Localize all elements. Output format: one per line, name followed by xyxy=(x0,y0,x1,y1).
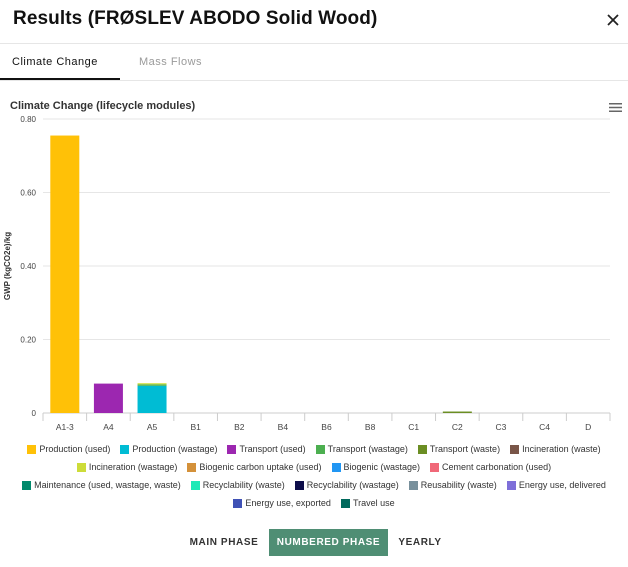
y-tick-label: 0.60 xyxy=(20,189,36,198)
legend-row: Energy use, exported Travel use xyxy=(10,494,618,512)
legend-label: Incineration (wastage) xyxy=(88,462,178,472)
legend-label: Production (wastage) xyxy=(132,444,218,454)
bar-segment[interactable] xyxy=(137,383,167,385)
legend-item[interactable]: Energy use, exported xyxy=(233,498,331,508)
legend-label: Reusability (waste) xyxy=(420,480,497,490)
legend-item[interactable]: Recyclability (waste) xyxy=(190,480,285,490)
legend-item[interactable]: Transport (waste) xyxy=(417,444,501,454)
legend-item[interactable]: Biogenic carbon uptake (used) xyxy=(187,462,322,472)
x-tick-label: A5 xyxy=(147,422,158,432)
x-tick-label: C1 xyxy=(408,422,419,432)
x-tick-label: D xyxy=(585,422,591,432)
legend-label: Cement carbonation (used) xyxy=(442,462,552,472)
legend-label: Transport (wastage) xyxy=(327,444,408,454)
x-tick-label: C2 xyxy=(452,422,463,432)
legend-item[interactable]: Travel use xyxy=(340,498,395,508)
x-tick-label: B2 xyxy=(234,422,245,432)
legend-item[interactable]: Incineration (waste) xyxy=(510,444,601,454)
legend-swatch xyxy=(340,498,350,508)
legend-row: Production (used) Production (wastage) Tra… xyxy=(10,440,618,458)
legend-item[interactable]: Energy use, delivered xyxy=(506,480,606,490)
chart-title: Climate Change (lifecycle modules) xyxy=(10,100,196,112)
legend-swatch xyxy=(227,444,237,454)
legend-swatch xyxy=(76,462,86,472)
legend-item[interactable]: Incineration (wastage) xyxy=(76,462,178,472)
legend-swatch xyxy=(27,444,37,454)
x-tick-label: B4 xyxy=(278,422,289,432)
legend-swatch xyxy=(294,480,304,490)
bar-segment[interactable] xyxy=(442,411,472,413)
results-tabs: Climate Change Mass Flows xyxy=(0,44,628,81)
legend-label: Biogenic (wastage) xyxy=(343,462,421,472)
bar-segment[interactable] xyxy=(137,385,167,413)
x-tick-label: B8 xyxy=(365,422,376,432)
y-tick-label: 0 xyxy=(32,409,37,418)
bar-segment[interactable] xyxy=(93,383,123,413)
main-phase-button[interactable]: MAIN PHASE xyxy=(189,537,259,548)
y-tick-label: 0.40 xyxy=(20,262,36,271)
legend-label: Travel use xyxy=(352,498,395,508)
legend-swatch xyxy=(315,444,325,454)
legend-item[interactable]: Production (wastage) xyxy=(120,444,217,454)
tab-mass-flows[interactable]: Mass Flows xyxy=(139,56,203,68)
legend-swatch xyxy=(430,462,440,472)
legend-swatch xyxy=(510,444,520,454)
legend-swatch xyxy=(506,480,516,490)
legend-label: Energy use, exported xyxy=(245,498,331,508)
legend-swatch xyxy=(233,498,243,508)
legend-swatch xyxy=(408,480,418,490)
legend-label: Transport (used) xyxy=(239,444,306,454)
tab-climate-change[interactable]: Climate Change xyxy=(12,56,98,68)
legend-label: Transport (waste) xyxy=(429,444,501,454)
legend-label: Energy use, delivered xyxy=(518,480,606,490)
active-tab-indicator xyxy=(0,78,120,80)
legend-swatch xyxy=(190,480,200,490)
hamburger-menu-icon[interactable] xyxy=(609,102,622,113)
legend-swatch xyxy=(417,444,427,454)
close-icon[interactable] xyxy=(603,10,623,30)
legend-label: Biogenic carbon uptake (used) xyxy=(199,462,322,472)
x-tick-label: B6 xyxy=(321,422,332,432)
x-tick-label: A1-3 xyxy=(56,422,74,432)
climate-change-chart: 0 0.20 0.40 0.60 0.80 GWP (kgCO2e)/kg A1-3 A4 A5… xyxy=(3,115,611,432)
y-tick-label: 0.20 xyxy=(20,336,36,345)
x-tick-label: B1 xyxy=(190,422,201,432)
dialog-title: Results (FRØSLEV ABODO Solid Wood) xyxy=(13,8,378,29)
chart-legend: Production (used) Production (wastage) Tra… xyxy=(10,440,618,512)
results-header: Results (FRØSLEV ABODO Solid Wood) xyxy=(0,0,628,44)
legend-swatch xyxy=(187,462,197,472)
legend-item[interactable]: Production (used) xyxy=(27,444,110,454)
legend-item[interactable]: Transport (wastage) xyxy=(315,444,408,454)
legend-row: Incineration (wastage) Biogenic carbon up… xyxy=(10,458,618,476)
bar-segment[interactable] xyxy=(137,384,167,386)
y-axis-label: GWP (kgCO2e)/kg xyxy=(3,232,12,300)
bar-segment[interactable] xyxy=(50,135,80,413)
x-tick-label: A4 xyxy=(103,422,114,432)
legend-label: Recyclability (waste) xyxy=(202,480,285,490)
x-tick-label: C4 xyxy=(539,422,550,432)
legend-item[interactable]: Recyclability (wastage) xyxy=(294,480,399,490)
legend-item[interactable]: Reusability (waste) xyxy=(408,480,497,490)
yearly-button[interactable]: YEARLY xyxy=(398,537,442,548)
legend-swatch xyxy=(331,462,341,472)
y-tick-label: 0.80 xyxy=(20,115,36,124)
x-tick-label: C3 xyxy=(496,422,507,432)
legend-swatch xyxy=(22,480,32,490)
legend-label: Incineration (waste) xyxy=(522,444,601,454)
legend-row: Maintenance (used, wastage, waste) Recycl… xyxy=(10,476,618,494)
legend-item[interactable]: Cement carbonation (used) xyxy=(430,462,551,472)
legend-swatch xyxy=(120,444,130,454)
legend-label: Production (used) xyxy=(39,444,111,454)
legend-label: Recyclability (wastage) xyxy=(306,480,399,490)
legend-item[interactable]: Biogenic (wastage) xyxy=(331,462,421,472)
numbered-phase-button[interactable]: NUMBERED PHASE xyxy=(269,529,388,556)
legend-label: Maintenance (used, wastage, waste) xyxy=(34,480,181,490)
legend-item[interactable]: Maintenance (used, wastage, waste) xyxy=(22,480,181,490)
phase-selector: MAIN PHASE NUMBERED PHASE YEARLY xyxy=(0,529,628,557)
legend-item[interactable]: Transport (used) xyxy=(227,444,306,454)
